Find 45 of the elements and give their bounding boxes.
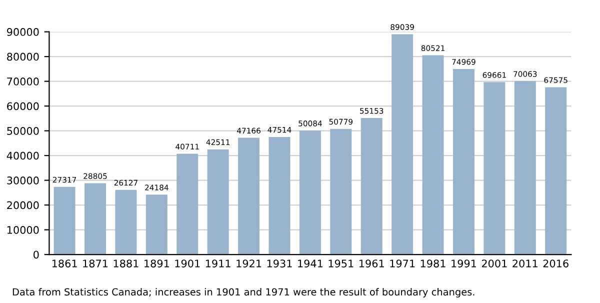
bar [452, 69, 474, 255]
bar [146, 194, 168, 255]
x-tick-label: 1881 [114, 260, 138, 268]
y-tick-label: 40000 [6, 152, 39, 160]
x-tick-label: 1961 [360, 260, 384, 268]
bar [484, 82, 506, 255]
x-tick-label: 1931 [267, 260, 292, 268]
bar [115, 190, 137, 255]
x-tick-label: 2001 [482, 260, 507, 268]
y-tick-label: 0 [34, 250, 39, 259]
x-tick-label: 1921 [236, 260, 262, 268]
bar [268, 136, 290, 255]
bar [360, 118, 382, 255]
y-tick-label: 90000 [6, 28, 39, 36]
y-tick-label: 50000 [7, 127, 39, 135]
x-tick-label: 2016 [543, 260, 568, 268]
x-tick-label: 1971 [390, 260, 415, 268]
x-tick-label: 1981 [420, 260, 446, 268]
bar [422, 55, 444, 255]
x-tick-label: 2011 [512, 260, 538, 268]
bar [54, 186, 76, 255]
bar [514, 81, 536, 255]
x-tick-label: 1911 [206, 260, 230, 268]
x-tick-label: 1891 [144, 260, 169, 268]
y-tick-label: 60000 [7, 102, 39, 110]
x-tick-label: 1951 [328, 260, 354, 268]
bar [299, 130, 321, 255]
y-tick-label: 80000 [7, 52, 39, 61]
y-tick-label: 10000 [7, 226, 39, 234]
x-tick-label: 1871 [83, 260, 108, 268]
bar [84, 183, 106, 255]
y-tick-label: 70000 [7, 78, 39, 86]
x-tick-label: 1941 [298, 260, 322, 268]
bar [207, 149, 229, 255]
x-tick-label: 1861 [52, 260, 77, 268]
text: Data from Statistics Canada; increases in 1901 and 1971 were the result of boundary changes. [12, 288, 474, 298]
y-tick-label: 30000 [7, 176, 39, 184]
x-tick-label: 1991 [452, 260, 476, 268]
y-tick-label: 20000 [7, 201, 39, 210]
bar [545, 87, 567, 255]
bar [238, 138, 260, 255]
bar [392, 34, 414, 255]
bar [176, 154, 198, 255]
x-tick-label: 1901 [175, 260, 200, 268]
bar [330, 128, 352, 255]
